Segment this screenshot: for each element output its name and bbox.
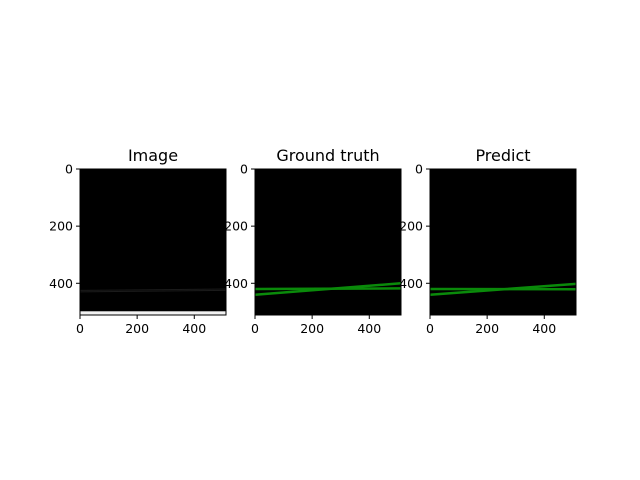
panel-3-xtick-label: 400 [532,321,556,336]
panel-2-line-2 [254,282,402,296]
panel-2-xtick-label: 400 [357,321,381,336]
panel-1-faint-line-1 [79,288,227,291]
panel-1: Image 0 200 400 0 200 400 [49,146,227,336]
panel-2-ytick-label: 400 [224,276,248,291]
panel-2-xtick-label: 0 [251,321,259,336]
panel-3-title: Predict [475,146,530,165]
panel-2-title: Ground truth [276,146,379,165]
panel-1-ytick-label: 200 [49,219,73,234]
panel-3-xtick-label: 200 [475,321,499,336]
panel-3-xtick-label: 0 [426,321,434,336]
panel-1-ytick-label: 400 [49,276,73,291]
panel-3-frame [429,168,577,316]
panel-2-ytick-label: 200 [224,219,248,234]
panel-3-line-2 [429,282,577,296]
panel-3: Predict 0 200 400 0 200 400 [399,146,577,336]
panel-1-ytick-label: 0 [65,162,73,177]
panel-1-bright-band [80,311,226,315]
panel-3-ytick-label: 0 [415,162,423,177]
panel-2-ytick-label: 0 [240,162,248,177]
panel-2-frame [254,168,402,316]
panel-1-xtick-label: 0 [76,321,84,336]
panel-1-title: Image [128,146,178,165]
panel-3-ytick-label: 200 [399,219,423,234]
panel-2-image [255,169,401,315]
panel-1-frame [79,168,227,316]
panel-2-xtick-label: 200 [300,321,324,336]
panel-3-image [430,169,576,315]
panel-3-ytick-label: 400 [399,276,423,291]
panel-2: Ground truth 0 200 400 0 200 400 [224,146,402,336]
panel-1-xtick-label: 400 [182,321,206,336]
panel-1-xtick-label: 200 [125,321,149,336]
panel-1-image [80,169,226,315]
panel-1-faint-line-2 [79,289,227,293]
